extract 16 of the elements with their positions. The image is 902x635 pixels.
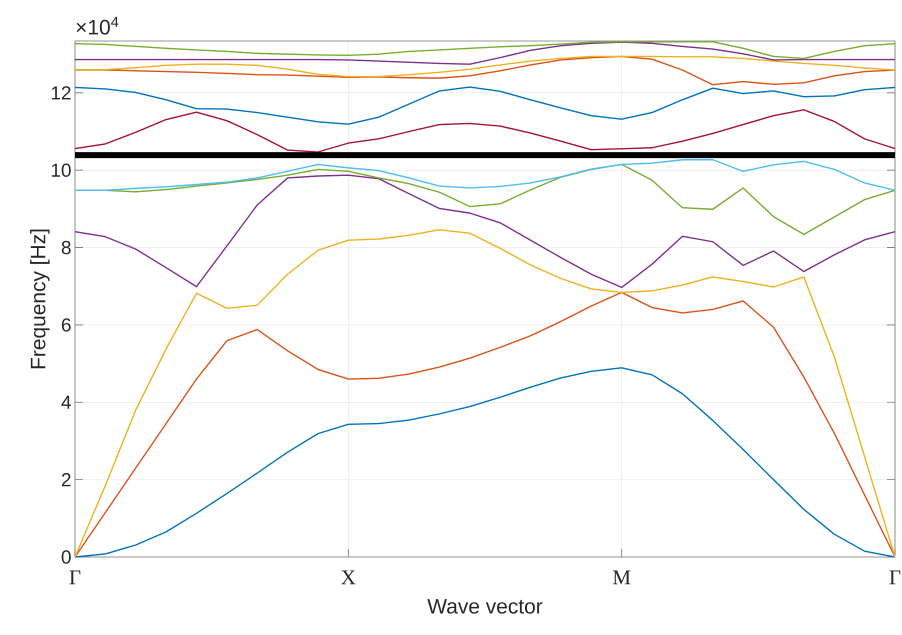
y-axis-title: Frequency [Hz] [30, 230, 50, 368]
y-tick-label: 12 [52, 86, 71, 100]
x-axis-title: Wave vector [427, 599, 542, 614]
x-tick-label: Γ [70, 570, 80, 584]
line-series [74, 109, 896, 153]
line-series [74, 159, 896, 192]
y-tick-label: 6 [62, 318, 71, 332]
y-tick-label: 10 [52, 163, 71, 177]
text: ×10$^{4}$ [76, 16, 118, 35]
x-tick-label: Γ [890, 570, 900, 584]
y-tick-label: 0 [62, 550, 71, 564]
y-tick-label: 8 [62, 240, 71, 254]
x-tick-label: X [341, 570, 356, 584]
x-tick-label: M [612, 570, 630, 584]
y-tick-label: 2 [62, 473, 71, 486]
y-tick-label: 4 [61, 396, 71, 409]
